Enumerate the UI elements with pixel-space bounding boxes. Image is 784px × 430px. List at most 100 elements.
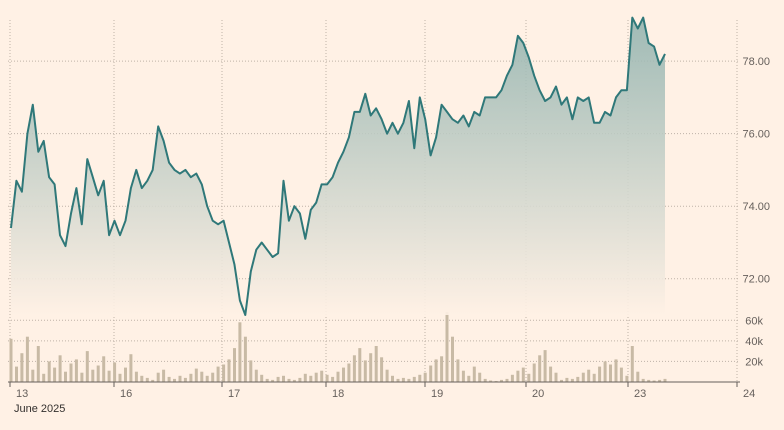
volume-bar <box>396 378 400 382</box>
volume-bar <box>630 346 634 382</box>
volume-bar <box>287 378 291 382</box>
volume-bar <box>521 367 525 382</box>
volume-axis: 20k 40k 60k <box>745 315 763 368</box>
volume-bar <box>478 372 482 382</box>
volume-bar <box>309 375 313 382</box>
volume-bar <box>576 376 580 382</box>
volume-bar <box>412 376 416 382</box>
volume-bar <box>303 373 307 382</box>
price-series <box>10 16 666 316</box>
volume-bar <box>505 378 509 382</box>
volume-bar <box>298 377 302 382</box>
volume-bar <box>129 354 133 382</box>
volume-tick-label: 60k <box>745 315 763 327</box>
volume-bar <box>374 346 378 382</box>
x-tick-label: 19 <box>431 388 443 400</box>
volume-bar <box>42 373 46 382</box>
price-axis: 72.00 74.00 76.00 78.00 <box>742 56 770 286</box>
volume-bar <box>194 368 198 382</box>
volume-bar <box>549 366 553 382</box>
volume-bar <box>260 374 264 382</box>
volume-bar <box>134 371 138 382</box>
volume-bar <box>619 367 623 382</box>
volume-bar <box>647 379 651 382</box>
volume-bar <box>205 375 209 382</box>
volume-bar <box>254 369 258 382</box>
volume-bar <box>118 373 122 382</box>
volume-bar <box>25 336 29 382</box>
volume-bar <box>587 369 591 382</box>
price-area <box>11 17 665 315</box>
volume-bar <box>598 366 602 382</box>
price-line <box>10 16 666 316</box>
volume-bar <box>113 362 117 382</box>
volume-bar <box>173 378 176 382</box>
volume-bar <box>314 372 318 382</box>
volume-bar <box>58 355 62 382</box>
volume-bar <box>227 359 231 382</box>
volume-bar <box>489 380 493 382</box>
volume-bar <box>178 375 182 382</box>
volume-bar <box>336 371 340 382</box>
volume-bar <box>391 375 394 382</box>
volume-bar <box>47 361 51 382</box>
volume-bar <box>140 375 144 382</box>
volume-bar <box>358 348 362 382</box>
volume-bar <box>211 372 215 382</box>
volume-bar <box>189 373 193 382</box>
volume-bar <box>96 365 100 382</box>
volume-bar <box>282 375 285 382</box>
volume-bar <box>609 364 612 382</box>
volume-bar <box>369 353 373 382</box>
volume-bar <box>325 374 329 382</box>
volume-bar <box>554 372 558 382</box>
volume-bar <box>641 378 645 382</box>
volume-bar <box>510 374 514 382</box>
volume-bar <box>53 367 57 382</box>
volume-bar <box>429 365 433 382</box>
volume-bar <box>581 372 585 382</box>
volume-bar <box>276 376 280 382</box>
volume-bar <box>440 356 444 382</box>
volume-bar <box>167 376 171 382</box>
volume-bars <box>9 312 667 382</box>
volume-bar <box>222 364 226 382</box>
volume-bar <box>625 375 629 382</box>
volume-bar <box>560 379 563 382</box>
x-tick-label: 20 <box>532 388 544 400</box>
volume-bar <box>20 353 24 382</box>
volume-bar <box>527 373 531 382</box>
volume-bar <box>483 378 487 382</box>
volume-bar <box>15 366 18 382</box>
volume-bar <box>500 379 503 382</box>
volume-tick-label: 20k <box>745 356 763 368</box>
volume-bar <box>265 378 269 382</box>
volume-bar <box>124 367 127 382</box>
volume-bar <box>363 360 367 382</box>
volume-bar <box>31 369 35 382</box>
volume-bar <box>107 370 111 382</box>
volume-bar <box>331 376 335 382</box>
x-tick-label: 18 <box>332 388 344 400</box>
x-tick-label: 23 <box>634 388 646 400</box>
x-tick-label: 13 <box>16 388 28 400</box>
volume-bar <box>80 372 84 382</box>
x-tick-label: 24 <box>743 388 755 400</box>
volume-bar <box>516 370 520 382</box>
price-tick-label: 78.00 <box>742 56 770 68</box>
volume-bar <box>445 312 449 382</box>
volume-bar <box>145 377 149 382</box>
volume-bar <box>603 361 607 382</box>
volume-bar <box>658 379 662 382</box>
volume-bar <box>401 377 405 382</box>
volume-bar <box>347 363 351 382</box>
volume-bar <box>183 377 187 382</box>
volume-bar <box>543 350 547 382</box>
volume-bar <box>342 367 345 382</box>
volume-bar <box>538 355 542 382</box>
volume-bar <box>249 360 253 382</box>
volume-bar <box>407 378 411 382</box>
volume-bar <box>162 369 166 382</box>
volume-bar <box>9 338 13 382</box>
